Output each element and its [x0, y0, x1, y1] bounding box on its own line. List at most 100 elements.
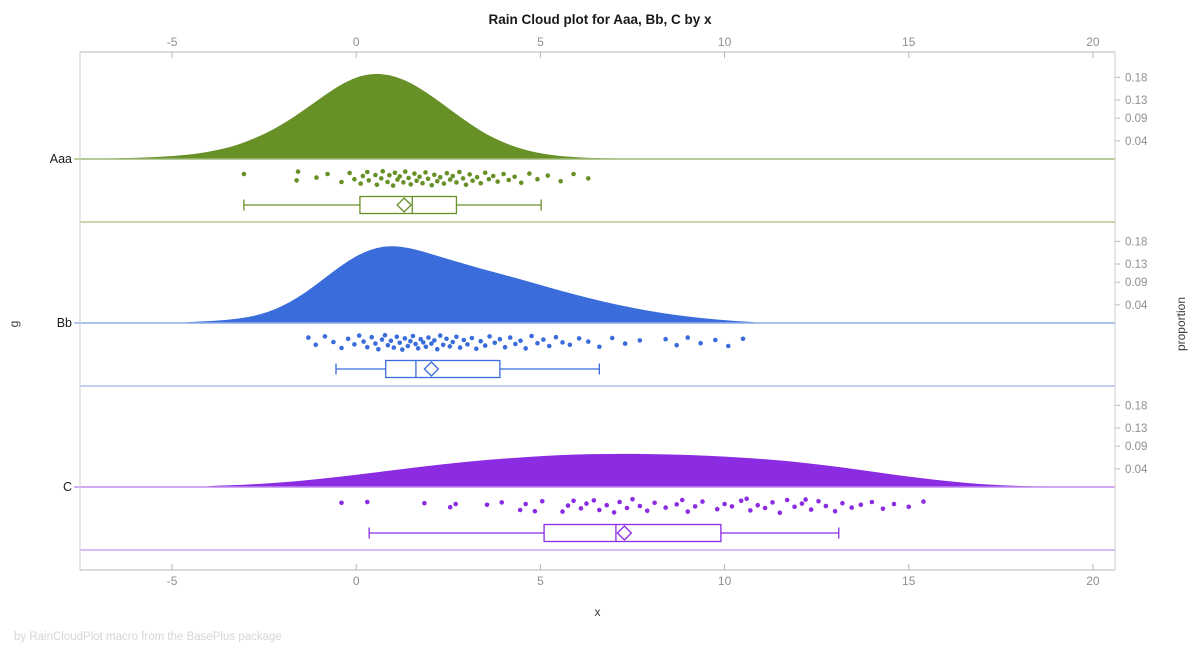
- data-point: [714, 506, 720, 512]
- y2-axis-title: proportion: [1174, 297, 1188, 351]
- data-point: [553, 334, 559, 340]
- data-point: [679, 497, 685, 503]
- data-point: [803, 497, 808, 502]
- data-point: [513, 341, 518, 347]
- data-point: [474, 174, 480, 180]
- data-point: [792, 504, 797, 510]
- data-point: [880, 506, 886, 512]
- data-point: [440, 342, 446, 348]
- data-point: [447, 344, 453, 349]
- group-panel-c: C 0.04 0.09 0.13 0.18: [63, 400, 1148, 551]
- data-point: [425, 176, 431, 182]
- data-point: [402, 336, 408, 341]
- data-point: [437, 174, 443, 180]
- group-label-aaa: Aaa: [50, 152, 72, 166]
- data-point: [429, 341, 434, 346]
- data-point: [744, 496, 749, 502]
- data-point: [546, 343, 552, 349]
- data-point: [314, 175, 319, 180]
- data-point: [387, 172, 392, 178]
- data-point: [535, 176, 540, 182]
- data-point: [391, 345, 397, 350]
- data-point: [663, 505, 668, 510]
- data-point: [379, 337, 385, 342]
- data-point: [622, 341, 628, 346]
- data-point: [457, 169, 462, 175]
- data-point: [748, 508, 753, 513]
- proportion-tick-label: 0.04: [1125, 464, 1148, 476]
- x-axis-bottom-tick-label: -5: [167, 574, 178, 588]
- data-point: [482, 170, 488, 176]
- data-point: [469, 335, 475, 341]
- chart-title: Rain Cloud plot for Aaa, Bb, C by x: [488, 12, 711, 27]
- data-point: [423, 170, 428, 175]
- data-point: [441, 181, 447, 186]
- data-point: [486, 176, 492, 182]
- box-iqr: [359, 195, 458, 215]
- box-iqr: [385, 359, 501, 379]
- data-point: [698, 340, 703, 346]
- data-point: [478, 338, 484, 344]
- data-point: [497, 336, 503, 342]
- x-axis-top-tick-label: 5: [537, 35, 544, 49]
- footnote: by RainCloudPlot macro from the BasePlus…: [14, 631, 282, 643]
- data-point: [376, 346, 381, 352]
- data-point: [366, 178, 372, 183]
- data-point: [565, 503, 571, 508]
- data-point: [460, 176, 466, 181]
- data-point: [560, 340, 565, 345]
- y-axis-title: g: [7, 321, 21, 328]
- density-cloud: [208, 453, 1049, 487]
- data-point: [474, 346, 479, 352]
- proportion-tick-label: 0.13: [1125, 423, 1147, 435]
- data-point: [755, 502, 761, 508]
- data-point: [567, 342, 573, 348]
- data-point: [429, 182, 435, 188]
- data-point: [597, 507, 602, 513]
- data-point: [523, 501, 528, 507]
- data-point: [461, 337, 467, 343]
- data-point: [373, 341, 378, 346]
- data-point: [295, 169, 301, 174]
- data-point: [399, 347, 405, 352]
- data-point: [487, 334, 492, 339]
- data-point: [457, 345, 463, 350]
- data-point: [891, 501, 897, 507]
- data-point: [571, 171, 576, 177]
- data-point: [906, 504, 912, 510]
- proportion-tick-label: 0.18: [1125, 236, 1147, 248]
- proportion-tick-label: 0.18: [1125, 400, 1147, 412]
- data-point: [352, 342, 357, 347]
- data-point: [356, 333, 362, 338]
- data-point: [506, 177, 512, 183]
- data-point: [463, 182, 469, 188]
- data-point: [529, 333, 534, 339]
- data-point: [388, 338, 394, 344]
- x-axis-top-tick-label: 15: [902, 35, 916, 49]
- data-point: [413, 341, 418, 347]
- proportion-axis-c: 0.04 0.09 0.13 0.18: [1115, 400, 1148, 476]
- data-point: [467, 172, 472, 177]
- data-point: [325, 171, 330, 177]
- data-point: [713, 337, 718, 343]
- x-axis-top-tick-label: -5: [167, 35, 178, 49]
- data-point: [434, 346, 440, 352]
- proportion-tick-label: 0.09: [1125, 277, 1147, 289]
- data-point: [365, 499, 370, 505]
- data-point: [385, 342, 391, 348]
- proportion-tick-label: 0.18: [1125, 72, 1147, 84]
- x-axis-top-tick-label: 0: [353, 35, 360, 49]
- density-cloud: [186, 246, 755, 323]
- data-point: [578, 506, 584, 511]
- data-point: [637, 338, 643, 343]
- data-point: [644, 508, 650, 514]
- data-point: [685, 509, 691, 514]
- data-point: [484, 502, 490, 508]
- data-point: [541, 337, 546, 342]
- data-point: [492, 340, 498, 346]
- boxplot: [243, 195, 542, 215]
- proportion-tick-label: 0.04: [1125, 300, 1148, 312]
- data-point: [674, 502, 679, 507]
